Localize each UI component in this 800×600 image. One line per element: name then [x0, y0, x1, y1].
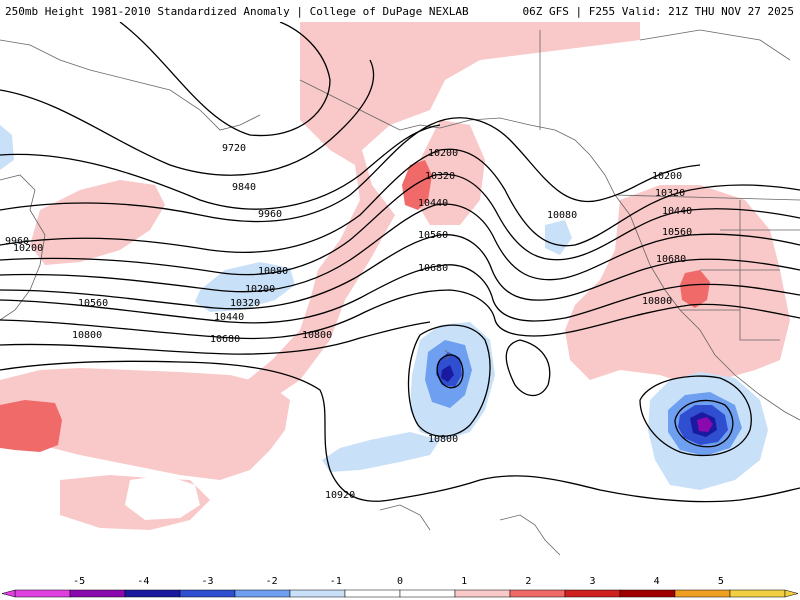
legend-color-segment [509, 589, 566, 598]
legend-tick-labels: -5 -4 -3 -2 -1 0 1 2 3 4 5 [73, 576, 724, 587]
contour-label: 10560 [662, 227, 692, 238]
contour-label: 9960 [258, 209, 282, 220]
legend-tick-label: 1 [461, 576, 467, 587]
legend-tick-label: 0 [397, 576, 403, 587]
contour-label: 10200 [245, 284, 275, 295]
contour-label: 10680 [656, 254, 686, 265]
legend-color-segment [344, 589, 401, 598]
contour-label: 9960 [5, 236, 29, 247]
legend-min-arrow [1, 589, 16, 598]
coastlines [0, 29, 800, 556]
contour-label: 10080 [547, 210, 577, 221]
legend-color-segment [179, 589, 236, 598]
legend-color-segment [399, 589, 456, 598]
contour-label: 10320 [230, 298, 260, 309]
legend-tick-label: -3 [201, 576, 213, 587]
legend-tick-label: -2 [266, 576, 278, 587]
legend-tick-label: 4 [654, 576, 660, 587]
map-title: 250mb Height 1981-2010 Standardized Anom… [5, 5, 469, 18]
contour-label: 10320 [655, 188, 685, 199]
strong-positive-anomaly [0, 160, 710, 452]
extreme-negative-anomaly [697, 417, 713, 432]
contour-label: 10320 [425, 171, 455, 182]
contour-label: 10440 [418, 198, 448, 209]
legend-color-segment [674, 589, 731, 598]
legend-color-bar [1, 589, 799, 598]
contour-label: 10680 [418, 263, 448, 274]
legend-color-segment [454, 589, 511, 598]
contour-label: 10560 [418, 230, 448, 241]
contour-label: 10800 [72, 330, 102, 341]
legend-tick-label: 3 [589, 576, 595, 587]
contour-label: 10200 [652, 171, 682, 182]
legend-tick-label: 2 [525, 576, 531, 587]
contour-label: 10680 [210, 334, 240, 345]
legend-color-segment [14, 589, 71, 598]
contour-label: 10440 [214, 312, 244, 323]
contour-label: 9720 [222, 143, 246, 154]
legend-max-arrow [784, 589, 799, 598]
contour-label: 10200 [428, 148, 458, 159]
contour-label: 10200 [13, 243, 43, 254]
contour-labels: 9720 9840 9960 9960 10200 10200 10080 10… [5, 143, 692, 501]
header-bar: 250mb Height 1981-2010 Standardized Anom… [0, 0, 800, 22]
contour-label: 10440 [662, 206, 692, 217]
legend-tick-label: 5 [718, 576, 724, 587]
legend-color-segment [289, 589, 346, 598]
contour-label: 10920 [325, 490, 355, 501]
contour-label: 10800 [428, 434, 458, 445]
weather-map: 9720 9840 9960 9960 10200 10200 10080 10… [0, 22, 800, 572]
model-run-info: 06Z GFS | F255 Valid: 21Z THU NOV 27 202… [522, 5, 794, 18]
contour-label: 10800 [302, 330, 332, 341]
legend-color-segment [69, 589, 126, 598]
neutral-patch [125, 475, 200, 520]
contour-label: 10080 [258, 266, 288, 277]
legend-tick-label: -5 [73, 576, 85, 587]
legend-color-segment [234, 589, 291, 598]
legend-tick-label: -1 [330, 576, 342, 587]
legend-color-segment [619, 589, 676, 598]
contour-label: 10800 [642, 296, 672, 307]
legend-tick-label: -4 [137, 576, 149, 587]
legend-color-segment [124, 589, 181, 598]
legend-color-segment [729, 589, 786, 598]
anomaly-color-scale: -5 -4 -3 -2 -1 0 1 2 3 4 5 [0, 572, 800, 600]
height-contours [0, 22, 800, 503]
contour-label: 9840 [232, 182, 256, 193]
legend-color-segment [564, 589, 621, 598]
contour-label: 10560 [78, 298, 108, 309]
